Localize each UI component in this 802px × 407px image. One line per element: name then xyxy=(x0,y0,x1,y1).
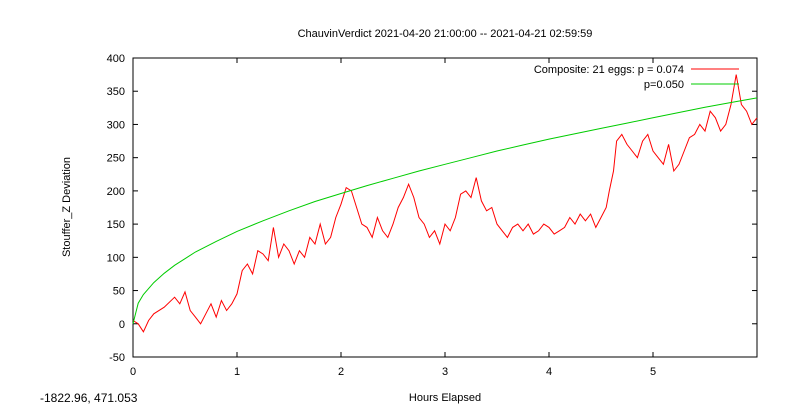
y-tick-label: 400 xyxy=(107,53,125,65)
x-tick-label: 3 xyxy=(442,366,448,378)
y-tick-label: -50 xyxy=(109,352,125,364)
axes: -50 0 50 100 150 200 250 300 350 400 0 1 2 3 4 5 xyxy=(107,53,757,378)
x-tick-label: 2 xyxy=(338,366,344,378)
plot-area xyxy=(132,74,758,333)
x-tick-label: 5 xyxy=(650,366,656,378)
y-tick-label: 300 xyxy=(107,119,125,131)
y-tick-label: 350 xyxy=(107,86,125,98)
y-tick-label: 100 xyxy=(107,252,125,264)
legend: Composite: 21 eggs: p = 0.074 p=0.050 xyxy=(534,64,739,91)
series-line-0 xyxy=(132,74,758,333)
x-tick-label: 0 xyxy=(130,366,136,378)
x-tick-label: 1 xyxy=(234,366,240,378)
series-line-1 xyxy=(132,97,758,324)
y-axis-label: Stouffer_Z Deviation xyxy=(61,157,73,257)
cursor-coordinates: -1822.96, 471.053 xyxy=(40,391,138,405)
legend-label: p=0.050 xyxy=(644,79,684,91)
y-tick-label: 200 xyxy=(107,186,125,198)
plot-frame xyxy=(132,57,758,358)
x-tick-label: 4 xyxy=(546,366,552,378)
chart-title: ChauvinVerdict 2021-04-20 21:00:00 -- 20… xyxy=(298,28,593,40)
x-axis-label: Hours Elapsed xyxy=(409,392,481,404)
y-tick-label: 0 xyxy=(119,319,125,331)
y-tick-label: 50 xyxy=(113,286,125,298)
y-tick-label: 250 xyxy=(107,153,125,165)
legend-label: Composite: 21 eggs: p = 0.074 xyxy=(534,64,684,76)
y-tick-label: 150 xyxy=(107,219,125,231)
